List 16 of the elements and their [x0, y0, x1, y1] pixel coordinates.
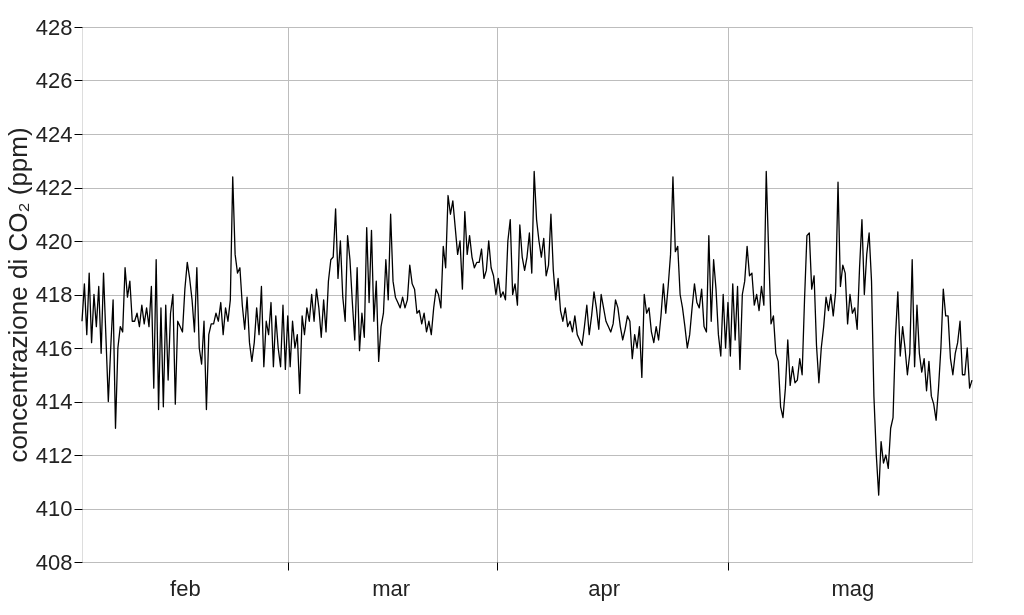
x-tick-label: mar: [372, 575, 411, 601]
x-tick-label: feb: [170, 575, 201, 601]
y-tick-label: 420: [35, 228, 73, 254]
y-tick-label: 410: [35, 496, 73, 521]
y-tick-label: 414: [35, 389, 73, 414]
y-axis-title: concentrazione di CO₂ (ppm): [2, 127, 33, 463]
y-tick-label: 426: [35, 68, 73, 93]
y-tick-label: 408: [35, 549, 73, 575]
y-tick-label: 416: [35, 335, 73, 361]
y-tick-label: 412: [35, 442, 73, 468]
x-tick-label: apr: [588, 575, 620, 601]
y-tick-label: 428: [35, 14, 73, 40]
y-tick-label: 422: [35, 175, 73, 200]
y-tick-label: 418: [35, 282, 73, 307]
x-tick-label: mag: [831, 575, 875, 601]
y-tick-label: 424: [35, 121, 73, 147]
